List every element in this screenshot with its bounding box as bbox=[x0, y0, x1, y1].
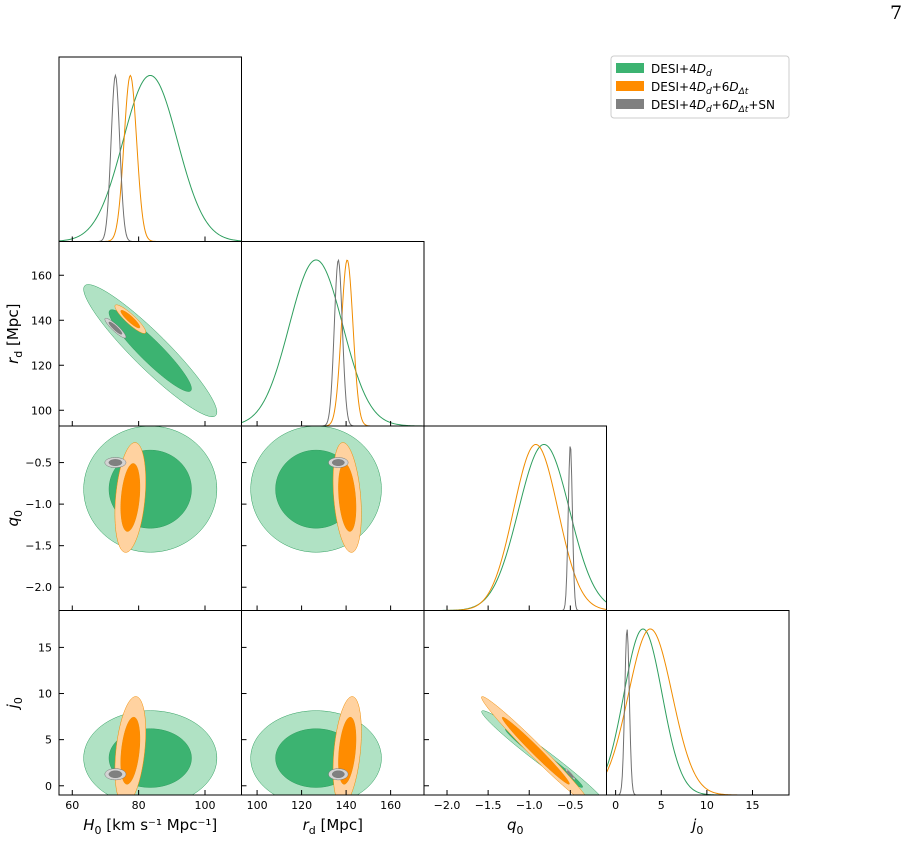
x-axis-label-H0: H0 [km s⁻¹ Mpc⁻¹] bbox=[83, 816, 217, 837]
contour-68-q0-rd-series-2 bbox=[331, 459, 345, 466]
legend-entry-2: DESI+4Dd+6DΔt+SN bbox=[651, 98, 775, 115]
x-tick-label-q0: −1.0 bbox=[516, 799, 543, 812]
panel-frame bbox=[241, 241, 425, 427]
panel-j0-j0: 0 5 10 15 bbox=[606, 610, 790, 812]
contour-68-j0-H0-series-1 bbox=[120, 716, 141, 785]
marginal-curve-q0-series-2 bbox=[424, 446, 607, 611]
panel-j0-rd: 100 120 140 160 bbox=[241, 610, 425, 812]
contour-68-j0-rd-series-2 bbox=[331, 770, 345, 778]
marginal-curve-q0-series-1 bbox=[424, 443, 607, 611]
x-tick-label-q0: −1.5 bbox=[475, 799, 502, 812]
y-tick-label-j0: 0 bbox=[45, 780, 52, 793]
contour-68-q0-H0-series-1 bbox=[120, 463, 141, 532]
marginal-curve-j0-series-1 bbox=[606, 628, 789, 795]
panel-frame bbox=[58, 56, 242, 242]
x-tick-label-j0: 15 bbox=[746, 799, 760, 812]
x-tick-label-j0: 0 bbox=[612, 799, 619, 812]
x-tick-label-j0: 5 bbox=[658, 799, 665, 812]
contour-68-q0-rd-series-1 bbox=[338, 463, 357, 532]
y-tick-label-rd: 120 bbox=[31, 359, 52, 372]
x-tick-label-q0: −0.5 bbox=[557, 799, 584, 812]
marginal-curve-j0-series-2 bbox=[606, 629, 789, 795]
legend-frame bbox=[610, 55, 790, 119]
panel-frame bbox=[423, 425, 607, 611]
x-tick-label-H0: 100 bbox=[195, 799, 216, 812]
x-tick-label-H0: 60 bbox=[65, 799, 79, 812]
x-tick-label-j0: 10 bbox=[700, 799, 714, 812]
y-axis-label-rd: rd [Mpc] bbox=[4, 304, 25, 364]
legend-swatch-0 bbox=[616, 63, 644, 73]
page-number: 7 bbox=[890, 2, 903, 24]
y-tick-label-j0: 15 bbox=[38, 641, 52, 654]
y-tick-label-rd: 160 bbox=[31, 269, 52, 282]
y-tick-label-q0: −2.0 bbox=[25, 581, 52, 594]
legend-swatch-1 bbox=[616, 81, 644, 91]
panel-j0-H0: 60 80 100 0 5 10 15 bbox=[38, 610, 242, 812]
x-axis-label-rd: rd [Mpc] bbox=[303, 816, 363, 837]
contour-68-j0-q0-series-1 bbox=[501, 716, 570, 785]
x-tick-label-H0: 80 bbox=[132, 799, 146, 812]
panel-H0-H0 bbox=[58, 56, 242, 242]
y-tick-label-q0: −1.0 bbox=[25, 498, 52, 511]
legend-swatch-2 bbox=[616, 99, 644, 109]
panel-rd-H0: 100 120 140 160 bbox=[31, 241, 242, 427]
y-tick-label-q0: −1.5 bbox=[25, 540, 52, 553]
y-axis-label-j0: j0 bbox=[4, 697, 25, 710]
panel-frame bbox=[606, 610, 790, 796]
y-tick-label-rd: 140 bbox=[31, 314, 52, 327]
marginal-curve-H0-series-2 bbox=[59, 73, 242, 242]
marginal-curve-rd-series-1 bbox=[241, 259, 424, 426]
y-tick-label-q0: −0.5 bbox=[25, 457, 52, 470]
marginal-curve-H0-series-0 bbox=[59, 74, 242, 242]
y-tick-label-rd: 100 bbox=[31, 404, 52, 417]
y-axis-label-q0: q0 bbox=[4, 510, 25, 527]
x-tick-label-rd: 120 bbox=[291, 799, 312, 812]
contour-68-rd-H0-series-0 bbox=[108, 309, 192, 392]
legend-entry-0: DESI+4Dd bbox=[651, 62, 712, 79]
x-tick-label-rd: 160 bbox=[380, 799, 401, 812]
marginal-curve-j0-series-0 bbox=[606, 628, 789, 795]
contour-68-j0-q0-series-2 bbox=[566, 770, 574, 778]
marginal-curve-H0-series-1 bbox=[59, 74, 242, 242]
panel-rd-rd bbox=[241, 241, 425, 427]
x-tick-label-rd: 100 bbox=[247, 799, 268, 812]
contour-68-q0-H0-series-2 bbox=[108, 459, 123, 466]
x-axis-label-q0: q0 bbox=[507, 816, 524, 837]
panel-q0-rd bbox=[241, 425, 425, 611]
marginal-curve-rd-series-0 bbox=[241, 259, 424, 426]
panel-j0-q0: −2.0 −1.5 −1.0 −0.5 bbox=[423, 610, 607, 812]
x-tick-label-q0: −2.0 bbox=[434, 799, 461, 812]
contour-68-j0-H0-series-2 bbox=[108, 770, 123, 778]
x-tick-label-rd: 140 bbox=[336, 799, 357, 812]
contour-68-rd-H0-series-2 bbox=[108, 321, 123, 335]
contour-68-rd-H0-series-1 bbox=[120, 310, 141, 329]
legend-entry-1: DESI+4Dd+6DΔt bbox=[651, 80, 749, 97]
panel-q0-H0: −2.0 −1.5 −1.0 −0.5 bbox=[25, 425, 242, 611]
panel-frame bbox=[423, 610, 607, 796]
marginal-curve-rd-series-2 bbox=[241, 258, 424, 426]
panel-q0-q0 bbox=[423, 425, 607, 611]
y-tick-label-j0: 10 bbox=[38, 688, 52, 701]
y-tick-label-j0: 5 bbox=[45, 734, 52, 747]
x-axis-label-j0: j0 bbox=[690, 816, 703, 837]
